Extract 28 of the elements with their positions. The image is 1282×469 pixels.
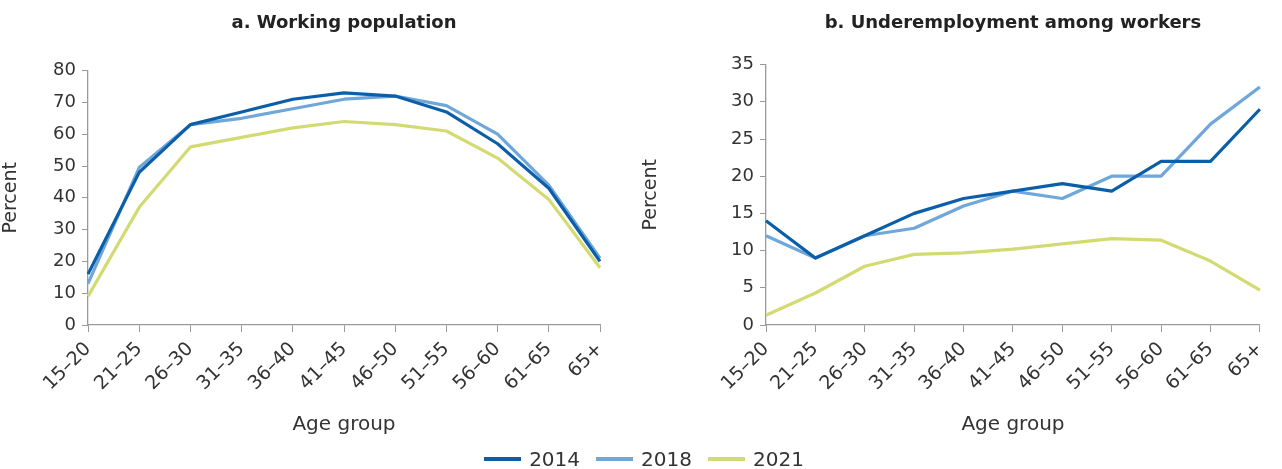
y-tick-label: 35 <box>731 52 754 74</box>
y-tick-label: 60 <box>53 121 76 143</box>
legend-label: 2021 <box>752 446 804 469</box>
y-axis-title: Percent <box>638 159 661 231</box>
y-tick-label: 70 <box>53 90 76 112</box>
chart-title: a. Working population <box>231 11 457 33</box>
y-tick-label: 20 <box>731 163 754 185</box>
y-tick-label: 10 <box>53 280 76 302</box>
y-tick-label: 30 <box>53 217 76 239</box>
legend-label: 2018 <box>641 446 692 469</box>
x-tick-label: 65+ <box>562 336 607 381</box>
y-tick-label: 10 <box>731 238 754 260</box>
y-tick-label: 80 <box>53 58 76 80</box>
chart-title: b. Underemployment among workers <box>824 11 1202 33</box>
y-tick-label: 25 <box>731 126 754 148</box>
x-axis-title: Age group <box>961 411 1065 436</box>
y-tick-label: 20 <box>53 249 76 271</box>
y-tick-label: 15 <box>731 201 754 223</box>
y-tick-label: 5 <box>742 275 754 297</box>
x-axis-title: Age group <box>292 411 396 436</box>
y-tick-label: 0 <box>64 312 76 334</box>
x-tick-label: 65+ <box>1222 336 1267 381</box>
y-tick-label: 40 <box>53 185 76 207</box>
y-tick-label: 30 <box>731 89 754 111</box>
y-tick-label: 50 <box>53 153 76 175</box>
legend-label: 2014 <box>529 446 581 469</box>
y-axis-title: Percent <box>0 162 21 234</box>
y-tick-label: 0 <box>742 312 754 334</box>
